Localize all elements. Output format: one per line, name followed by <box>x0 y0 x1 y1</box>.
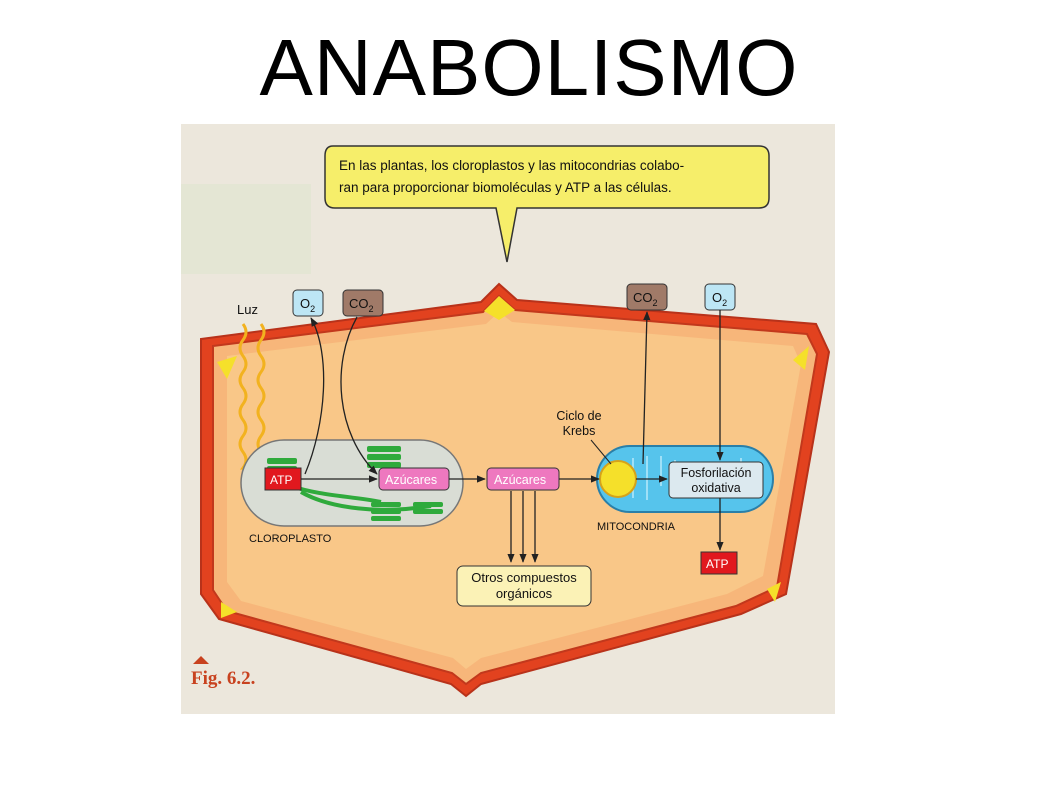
atp-chloroplast-label: ATP <box>270 473 292 487</box>
callout-text-line1: En las plantas, los cloroplastos y las m… <box>339 158 684 173</box>
atp-mito-label: ATP <box>706 557 728 571</box>
o2-right-label: O2 <box>712 290 727 308</box>
wall-corner-bottom-left <box>221 602 237 618</box>
azucares-chloroplast-label: Azúcares <box>385 473 437 487</box>
co2-left-box <box>342 289 384 317</box>
arrow-krebs-to-co2 <box>642 311 651 465</box>
fig-marker-triangle <box>193 656 209 664</box>
azucares-cytoplasm-label: Azúcares <box>494 473 546 487</box>
fosforilacion-line2: oxidativa <box>691 481 740 495</box>
fig-label: Fig. 6.2. <box>191 668 255 689</box>
callout-bubble <box>324 145 770 263</box>
ciclo-krebs-line1: Ciclo de <box>556 409 601 423</box>
co2-right-label: CO2 <box>633 290 658 308</box>
wall-corner-top <box>484 296 515 320</box>
wall-corner-right <box>793 346 809 370</box>
wall-corner-bottom-right <box>767 582 781 602</box>
figure-panel: En las plantas, los cloroplastos y las m… <box>181 124 835 714</box>
luz-label: Luz <box>237 302 258 317</box>
faded-text-block <box>181 184 311 274</box>
callout-text-line2: ran para proporcionar biomoléculas y ATP… <box>339 180 672 195</box>
otros-compuestos-box <box>456 565 592 607</box>
krebs-pointer-line <box>590 439 612 465</box>
otros-compuestos-line2: orgánicos <box>496 586 553 601</box>
co2-left-label: CO2 <box>349 296 374 314</box>
light-ray-2 <box>256 323 288 477</box>
light-ray-1 <box>238 323 272 477</box>
cloroplasto-label: CLOROPLASTO <box>249 533 332 545</box>
ciclo-krebs-line2: Krebs <box>563 424 596 438</box>
arrow-to-o2-left <box>304 317 325 475</box>
krebs-cycle-circle <box>599 460 637 498</box>
atp-mito-box <box>700 551 738 575</box>
fosforilacion-line1: Fosforilación <box>681 466 752 480</box>
slide-title: ANABOLISMO <box>259 23 799 112</box>
otros-compuestos-line1: Otros compuestos <box>471 570 577 585</box>
fosforilacion-box <box>668 461 764 499</box>
diagram-svg: En las plantas, los cloroplastos y las m… <box>181 124 835 714</box>
co2-right-box <box>626 283 668 311</box>
wall-corner-left <box>217 356 237 379</box>
mitocondria-label: MITOCONDRIA <box>597 521 676 533</box>
o2-left-box <box>292 289 324 317</box>
o2-left-label: O2 <box>300 296 315 314</box>
arrow-co2-left-to-azucares <box>340 316 378 475</box>
